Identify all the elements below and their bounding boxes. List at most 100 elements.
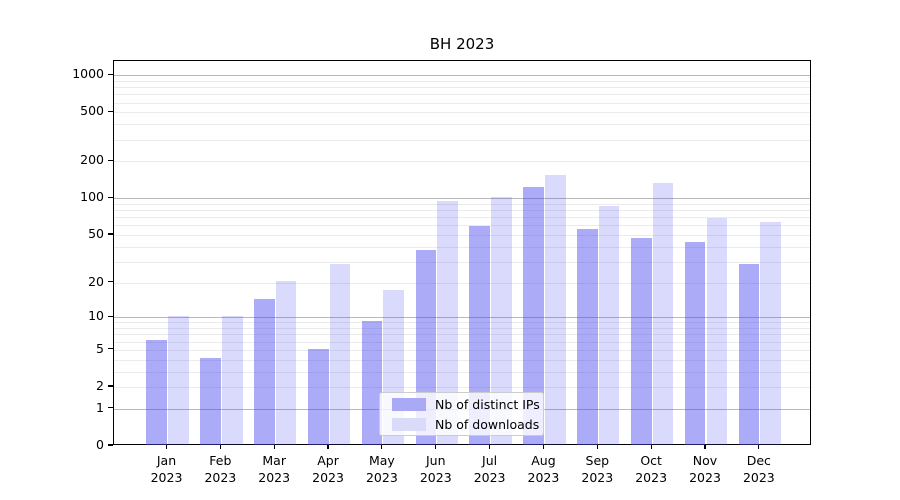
y-tick-500 xyxy=(108,110,113,112)
x-tick-label-feb: Feb 2023 xyxy=(204,453,237,485)
gridline-y-40 xyxy=(114,246,810,248)
y-tick-1 xyxy=(108,407,113,409)
bar-downloads-jul xyxy=(491,197,512,445)
y-tick-label-20: 20 xyxy=(88,273,104,289)
gridline-y-20 xyxy=(114,282,810,284)
bar-distinct-ips-oct xyxy=(630,238,652,445)
y-tick-5 xyxy=(108,348,113,350)
bar-downloads-feb xyxy=(221,316,243,445)
legend-label: Nb of downloads xyxy=(435,416,540,432)
x-tick-label-oct: Oct 2023 xyxy=(635,453,668,485)
x-tick-jul xyxy=(489,445,491,449)
gridline-y-50 xyxy=(114,234,810,236)
y-tick-2 xyxy=(108,385,113,387)
bar-distinct-ips-dec xyxy=(738,264,760,445)
bar-downloads-dec xyxy=(760,222,782,445)
bar-downloads-jun xyxy=(437,200,458,445)
gridline-y-9 xyxy=(114,322,810,324)
legend-swatch-distinct-ips xyxy=(392,397,426,411)
x-tick-label-nov: Nov 2023 xyxy=(689,453,721,485)
x-tick-jan xyxy=(165,445,168,449)
bar-distinct-ips-may xyxy=(361,321,383,445)
x-tick-dec xyxy=(758,445,760,449)
y-tick-label-2: 2 xyxy=(96,378,104,394)
bar-distinct-ips-sep xyxy=(577,228,598,445)
gridline-y-100 xyxy=(114,198,810,200)
y-tick-label-5: 5 xyxy=(96,340,104,356)
y-tick-label-1000: 1000 xyxy=(72,66,104,82)
bar-downloads-nov xyxy=(706,217,728,445)
legend: Nb of distinct IPs Nb of downloads xyxy=(379,392,544,436)
x-tick-mar xyxy=(273,445,275,449)
gridline-y-3 xyxy=(114,371,810,373)
y-tick-label-50: 50 xyxy=(88,225,104,241)
bar-downloads-sep xyxy=(598,205,620,445)
y-tick-1000 xyxy=(108,73,113,75)
gridline-y-300 xyxy=(114,139,810,141)
gridline-y-10 xyxy=(114,317,810,319)
chart-title: BH 2023 xyxy=(429,35,495,53)
bar-distinct-ips-feb xyxy=(200,358,221,445)
legend-item: Nb of distinct IPs xyxy=(380,396,543,413)
gridline-y-30 xyxy=(114,261,810,263)
gridline-y-90 xyxy=(114,203,810,205)
y-tick-label-10: 10 xyxy=(88,308,104,324)
bar-distinct-ips-jul xyxy=(469,225,491,445)
x-tick-sep xyxy=(596,445,598,449)
x-tick-jun xyxy=(435,445,437,449)
y-tick-label-0: 0 xyxy=(96,437,104,452)
y-tick-label-500: 500 xyxy=(80,103,104,119)
x-tick-nov xyxy=(704,445,706,449)
y-tick-20 xyxy=(108,280,113,283)
gridline-y-400 xyxy=(114,124,810,126)
legend-label: Nb of distinct IPs xyxy=(435,396,540,412)
y-tick-label-1: 1 xyxy=(96,399,104,415)
gridline-y-4 xyxy=(114,359,810,361)
bar-downloads-oct xyxy=(652,183,674,445)
gridline-y-2 xyxy=(114,387,810,389)
bar-distinct-ips-aug xyxy=(523,187,544,445)
x-tick-label-mar: Mar 2023 xyxy=(258,453,291,485)
gridline-y-60 xyxy=(114,225,810,227)
gridline-y-900 xyxy=(114,80,810,82)
y-tick-100 xyxy=(108,196,113,198)
gridline-y-80 xyxy=(114,210,810,212)
x-tick-may xyxy=(381,445,383,449)
x-tick-label-jan: Jan 2023 xyxy=(150,453,183,485)
x-tick-aug xyxy=(542,445,545,449)
gridline-y-8 xyxy=(114,328,810,330)
y-tick-label-100: 100 xyxy=(80,189,104,205)
x-tick-oct xyxy=(650,445,652,449)
gridline-y-700 xyxy=(114,94,810,96)
legend-item: Nb of downloads xyxy=(380,416,543,433)
bar-distinct-ips-mar xyxy=(254,299,275,445)
bar-downloads-jan xyxy=(168,316,189,445)
x-tick-label-may: May 2023 xyxy=(365,453,398,485)
x-tick-label-jul: Jul 2023 xyxy=(473,453,506,485)
plot-area xyxy=(113,60,811,445)
bar-downloads-aug xyxy=(544,174,566,445)
gridline-y-500 xyxy=(114,112,810,114)
gridline-y-1000 xyxy=(114,75,810,77)
y-tick-label-200: 200 xyxy=(80,152,104,168)
legend-swatch-downloads xyxy=(392,417,426,431)
x-tick-label-jun: Jun 2023 xyxy=(419,453,452,485)
x-tick-label-dec: Dec 2023 xyxy=(742,453,775,485)
gridline-y-70 xyxy=(114,217,810,219)
x-tick-label-aug: Aug 2023 xyxy=(527,453,560,485)
bar-distinct-ips-apr xyxy=(307,348,329,445)
bar-downloads-mar xyxy=(275,281,297,445)
gridline-y-7 xyxy=(114,334,810,336)
x-tick-label-sep: Sep 2023 xyxy=(581,453,614,485)
y-tick-10 xyxy=(108,315,113,317)
y-tick-0 xyxy=(108,444,113,446)
gridline-y-800 xyxy=(114,87,810,89)
bar-distinct-ips-jan xyxy=(146,340,167,445)
x-tick-apr xyxy=(327,445,329,449)
bar-distinct-ips-nov xyxy=(684,241,706,445)
gridline-y-600 xyxy=(114,102,810,104)
x-tick-label-apr: Apr 2023 xyxy=(312,453,344,485)
gridline-y-6 xyxy=(114,341,810,343)
gridline-y-200 xyxy=(114,161,810,163)
bar-downloads-apr xyxy=(329,264,351,445)
